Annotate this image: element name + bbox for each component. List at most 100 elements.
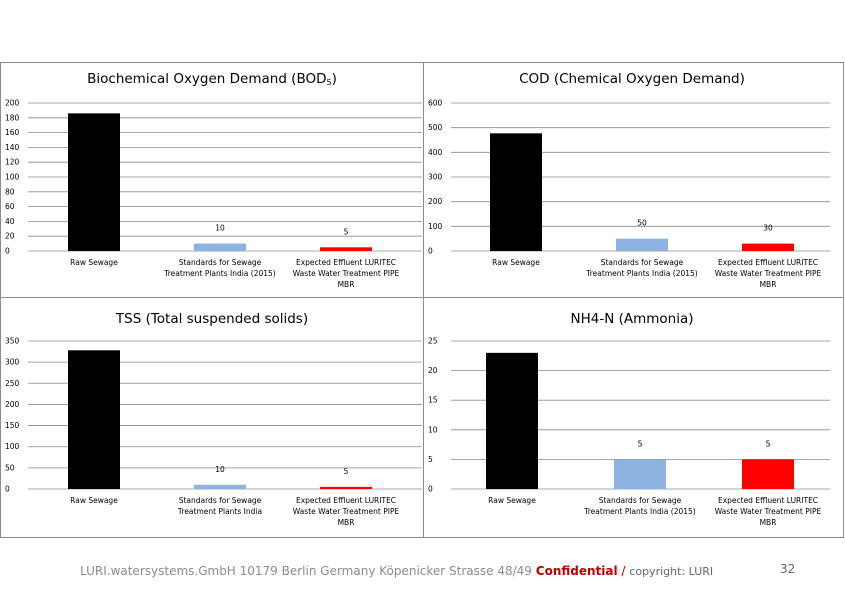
data-label: 5: [344, 227, 349, 236]
bar-1: [68, 113, 120, 251]
y-tick-label: 200: [5, 400, 20, 409]
data-label: 10: [215, 465, 225, 474]
category-label-line: Treatment Plants India: [177, 507, 262, 516]
category-label: Standards for Sewage Treatment Plants Ind…: [585, 258, 698, 278]
category-label-line: Standards for Sewage: [179, 258, 262, 267]
y-tick-label: 160: [5, 128, 20, 137]
y-tick-label: 140: [5, 143, 20, 152]
y-tick-label: 20: [428, 366, 438, 375]
category-label: Standards for Sewage Treatment Plants Ind…: [163, 258, 276, 278]
y-tick-label: 100: [428, 222, 443, 231]
y-tick-label: 40: [5, 217, 15, 226]
category-label: Expected Effluent LURITEC Waste Water Tre…: [715, 496, 822, 527]
bar-3: [320, 486, 372, 489]
category-label-line: Expected Effluent LURITEC: [296, 258, 396, 267]
category-label: Expected Effluent LURITEC Waste Water Tre…: [715, 258, 822, 289]
y-tick-label: 100: [5, 173, 20, 182]
category-label: Expected Effluent LURITEC Waste Water Tre…: [293, 496, 400, 527]
bar-1: [490, 133, 542, 251]
y-tick-label: 350: [5, 337, 20, 346]
chart-title: TSS (Total suspended solids): [115, 311, 308, 327]
category-label-line: MBR: [338, 280, 355, 289]
data-label: 5: [638, 439, 643, 448]
footer-separator: /: [621, 564, 626, 578]
category-label-line: Standards for Sewage: [179, 496, 262, 505]
category-label-line: Expected Effluent LURITEC: [718, 496, 818, 505]
chart-title-main: TSS (Total suspended solids): [115, 311, 308, 327]
category-label-line: MBR: [760, 280, 777, 289]
y-tick-label: 120: [5, 158, 20, 167]
y-tick-label: 100: [5, 442, 20, 451]
bar-2: [614, 459, 666, 489]
data-label: 5: [766, 439, 771, 448]
y-tick-label: 0: [5, 247, 10, 256]
chart-title: Biochemical Oxygen Demand (BOD5): [87, 71, 337, 87]
bar-2: [616, 238, 668, 251]
chart-title: NH4-N (Ammonia): [570, 311, 693, 327]
category-label-line: Expected Effluent LURITEC: [296, 496, 396, 505]
data-label: 30: [763, 224, 773, 233]
chart-2: COD (Chemical Oxygen Demand) 0 100 200 300 40…: [423, 62, 844, 298]
bar-3: [742, 459, 794, 489]
y-tick-label: 600: [428, 99, 443, 108]
category-label-line: Waste Water Treatment PIPE: [715, 507, 822, 516]
chart-title-end: ): [332, 71, 337, 87]
bar-3: [320, 247, 372, 251]
category-label-line: Expected Effluent LURITEC: [718, 258, 818, 267]
category-label-line: Treatment Plants India (2015): [583, 507, 696, 516]
y-tick-label: 180: [5, 113, 20, 122]
category-label-line: MBR: [338, 518, 355, 527]
y-tick-label: 500: [428, 123, 443, 132]
bar-3: [742, 243, 794, 251]
bar-1: [68, 350, 120, 489]
chart-3: TSS (Total suspended solids) 0 50 100 150 200…: [0, 297, 424, 538]
category-label: Raw Sewage: [488, 496, 536, 505]
category-label: Raw Sewage: [492, 258, 540, 267]
y-tick-label: 10: [428, 425, 438, 434]
y-tick-label: 80: [5, 187, 15, 196]
y-tick-label: 300: [5, 358, 20, 367]
category-label-line: Treatment Plants India (2015): [585, 269, 698, 278]
y-tick-label: 150: [5, 421, 20, 430]
y-tick-label: 0: [428, 247, 433, 256]
y-tick-label: 200: [428, 197, 443, 206]
chart-panel-border: [423, 297, 844, 538]
chart-4: NH4-N (Ammonia) 0 5 10 15 20 25 Raw Sewage 5 Stan…: [423, 297, 844, 538]
chart-title-main: NH4-N (Ammonia): [570, 311, 693, 327]
y-tick-label: 25: [428, 337, 438, 346]
category-label-line: Waste Water Treatment PIPE: [293, 269, 400, 278]
category-label-line: Raw Sewage: [488, 496, 536, 505]
category-label-line: MBR: [760, 518, 777, 527]
category-label: Standards for Sewage Treatment Plants Ind…: [583, 496, 696, 516]
category-label: Expected Effluent LURITEC Waste Water Tre…: [293, 258, 400, 289]
footer-company: LURI.watersystems.GmbH 10179 Berlin Germ…: [80, 564, 532, 578]
data-label: 10: [215, 224, 225, 233]
chart-title-main: COD (Chemical Oxygen Demand): [519, 71, 745, 87]
footer-confidential: Confidential: [535, 564, 618, 578]
y-tick-label: 300: [428, 173, 443, 182]
category-label-line: Raw Sewage: [70, 258, 118, 267]
y-tick-label: 60: [5, 202, 15, 211]
chart-1: Biochemical Oxygen Demand (BOD5)02040608…: [0, 62, 424, 298]
category-label: Raw Sewage: [70, 496, 118, 505]
chart-title-main: Biochemical Oxygen Demand (BOD: [87, 71, 326, 87]
data-label: 5: [344, 467, 349, 476]
category-label: Standards for Sewage Treatment Plants Ind…: [177, 496, 262, 516]
category-label-line: Raw Sewage: [492, 258, 540, 267]
footer-copyright: copyright: LURI: [629, 565, 714, 578]
page-number: 32: [780, 562, 796, 576]
y-tick-label: 5: [428, 455, 433, 464]
category-label-line: Standards for Sewage: [599, 496, 682, 505]
category-label-line: Treatment Plants India (2015): [163, 269, 276, 278]
y-tick-label: 20: [5, 232, 15, 241]
category-label: Raw Sewage: [70, 258, 118, 267]
y-tick-label: 0: [428, 485, 433, 494]
y-tick-label: 15: [428, 396, 438, 405]
chart-title: COD (Chemical Oxygen Demand): [519, 71, 745, 87]
footer: LURI.watersystems.GmbH 10179 Berlin Germ…: [80, 564, 713, 578]
y-tick-label: 50: [5, 463, 15, 472]
bar-2: [194, 243, 246, 251]
bar-2: [194, 484, 246, 489]
data-label: 50: [637, 219, 647, 228]
